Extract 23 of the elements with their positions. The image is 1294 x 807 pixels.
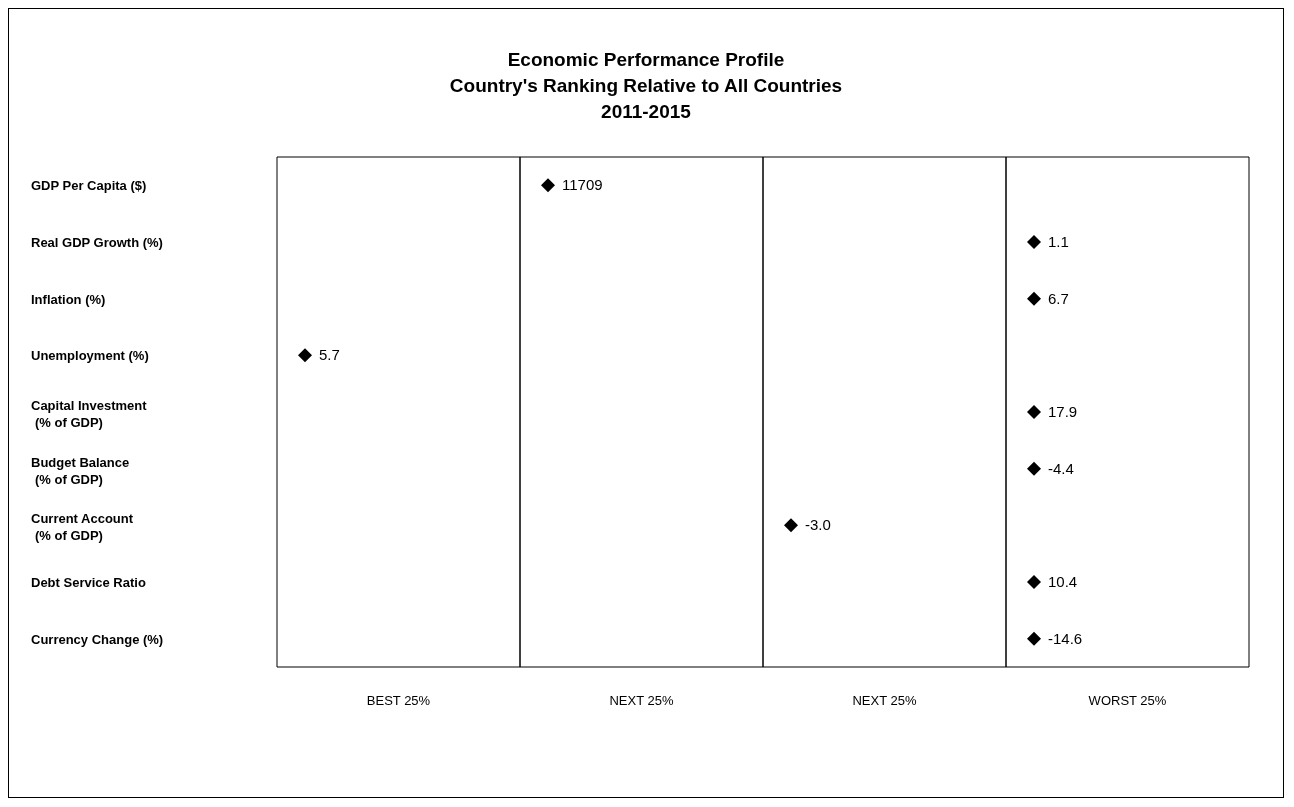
data-label: 1.1 [1048, 233, 1069, 250]
x-tick-label: BEST 25% [366, 693, 431, 708]
data-label: 17.9 [1048, 403, 1078, 420]
data-label: -3.0 [805, 516, 831, 534]
x-tick-label: NEXT 25% [852, 693, 917, 708]
y-tick-label: Unemployment (%) [31, 348, 149, 364]
data-label: 11709 [562, 176, 603, 194]
y-tick-label: GDP Per Capita ($) [31, 178, 147, 194]
y-tick-label: Currency Change (%) [31, 631, 164, 647]
y-tick-label: Debt Service Ratio [31, 575, 146, 590]
y-tick-label: Current Account (% of GDP) [31, 511, 134, 544]
y-tick-label: Real GDP Growth (%) [31, 235, 163, 250]
data-label: 6.7 [1048, 289, 1069, 307]
y-tick-label: Inflation (%) [31, 291, 106, 307]
data-label: -14.6 [1048, 629, 1083, 647]
data-label: 5.7 [319, 346, 340, 364]
y-tick-label: Budget Balance (% of GDP) [31, 454, 130, 487]
x-tick-label: NEXT 25% [609, 693, 674, 708]
data-label: 10.4 [1048, 573, 1078, 590]
x-tick-label: WORST 25% [1088, 693, 1167, 708]
y-tick-label: Capital Investment (% of GDP) [31, 398, 148, 430]
chart-title: Economic Performance Profile Country's Ranking Relative to All Countries 2011-2015 [448, 48, 844, 124]
data-label: -4.4 [1048, 459, 1074, 477]
